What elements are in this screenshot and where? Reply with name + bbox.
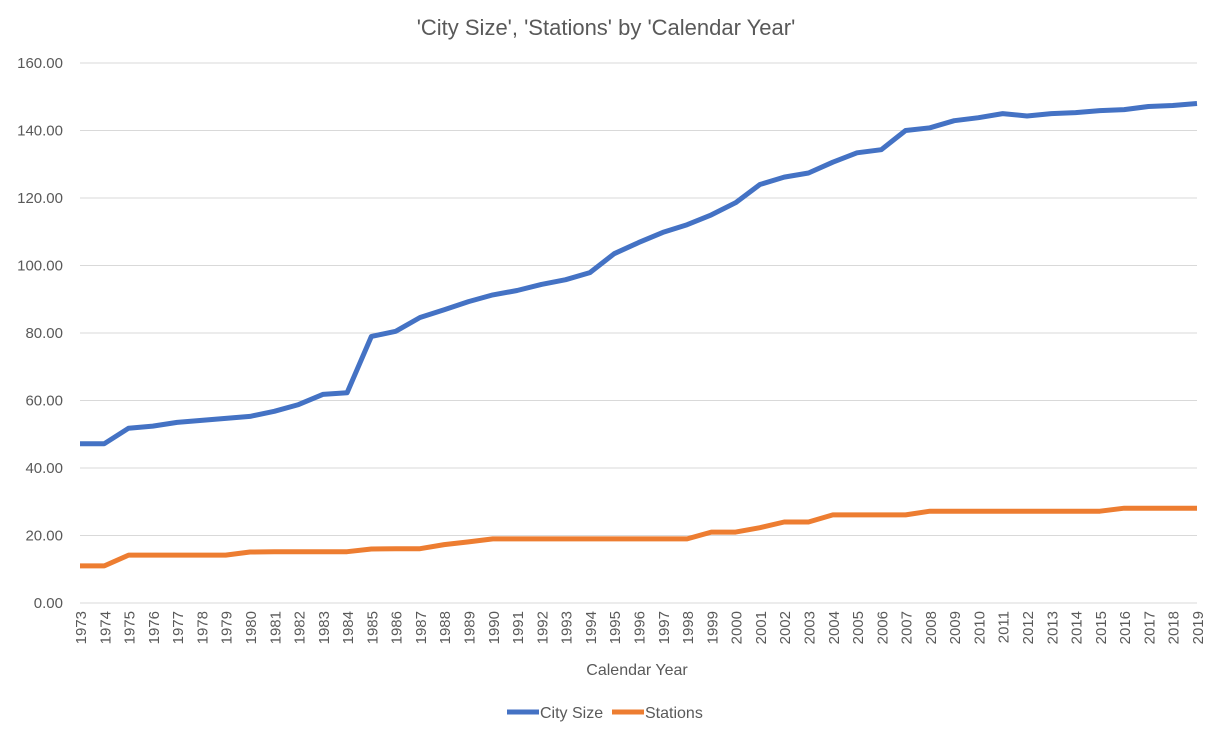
x-tick-label: 1987 [413, 611, 430, 644]
x-tick-label: 2008 [923, 611, 940, 644]
x-tick-label: 2003 [801, 611, 818, 644]
x-tick-label: 2011 [996, 611, 1013, 643]
gridlines [80, 62, 1197, 604]
x-tick-label: 2017 [1141, 611, 1158, 644]
x-tick-label: 2016 [1117, 611, 1134, 644]
x-tick-label: 1991 [510, 611, 527, 644]
legend-label: Stations [645, 705, 703, 722]
x-tick-label: 2018 [1166, 611, 1183, 644]
legend-item: Stations [612, 705, 703, 722]
x-axis-ticks: 1973 1974 1975 1976 1977 1978 1979 1980 1981 1982… [73, 611, 1207, 644]
x-tick-label: 2005 [850, 611, 867, 644]
x-tick-label: 2002 [777, 611, 794, 644]
x-tick-label: 2004 [826, 611, 843, 644]
x-tick-label: 1974 [97, 611, 114, 644]
y-tick-label: 0.00 [34, 595, 63, 612]
legend-label: City Size [540, 705, 603, 722]
x-tick-label: 1997 [656, 611, 673, 644]
x-tick-label: 1975 [122, 611, 139, 644]
x-tick-label: 2013 [1044, 611, 1061, 644]
x-tick-label: 1973 [73, 611, 90, 644]
x-tick-label: 1982 [292, 611, 309, 644]
x-tick-label: 1998 [680, 611, 697, 644]
x-tick-label: 1990 [486, 611, 503, 644]
x-tick-label: 2015 [1093, 611, 1110, 644]
x-tick-label: 1980 [243, 611, 260, 644]
x-tick-label: 2009 [947, 611, 964, 644]
y-tick-label: 40.00 [25, 460, 63, 477]
x-tick-label: 2019 [1190, 611, 1207, 644]
x-axis-title: Calendar Year [586, 662, 688, 679]
y-tick-label: 140.00 [17, 123, 63, 140]
y-tick-label: 60.00 [25, 393, 63, 410]
x-tick-label: 1983 [316, 611, 333, 644]
x-tick-label: 1984 [340, 611, 357, 644]
y-tick-label: 100.00 [17, 258, 63, 275]
y-tick-label: 160.00 [17, 55, 63, 72]
x-tick-label: 1993 [559, 611, 576, 644]
y-tick-label: 120.00 [17, 190, 63, 207]
y-tick-label: 80.00 [25, 325, 63, 342]
x-tick-label: 1978 [194, 611, 211, 644]
x-tick-label: 1994 [583, 611, 600, 644]
x-tick-label: 1996 [632, 611, 649, 644]
x-tick-label: 1979 [219, 611, 236, 644]
x-tick-label: 1992 [534, 611, 551, 644]
x-tick-label: 1985 [364, 611, 381, 644]
x-tick-label: 1989 [462, 611, 479, 644]
x-tick-label: 2007 [899, 611, 916, 644]
x-tick-label: 2001 [753, 611, 770, 644]
legend: City Size Stations [507, 705, 703, 722]
y-axis-ticks: 0.00 20.00 40.00 60.00 80.00 100.00 120.00 140.… [17, 55, 63, 612]
x-tick-label: 1988 [437, 611, 454, 644]
x-tick-label: 2010 [971, 611, 988, 644]
x-tick-label: 2000 [729, 611, 746, 644]
chart-title: 'City Size', 'Stations' by 'Calendar Yea… [417, 15, 796, 40]
x-tick-label: 2012 [1020, 611, 1037, 644]
x-tick-label: 1976 [146, 611, 163, 644]
series-line-city-size [80, 101, 1198, 447]
series-line-stations [80, 505, 1197, 569]
y-tick-label: 20.00 [25, 528, 63, 545]
x-tick-label: 1999 [704, 611, 721, 644]
legend-item: City Size [507, 705, 603, 722]
x-tick-label: 1981 [267, 611, 284, 644]
x-tick-label: 2014 [1069, 611, 1086, 644]
x-tick-label: 1986 [389, 611, 406, 644]
x-tick-label: 1995 [607, 611, 624, 644]
x-tick-label: 2006 [874, 611, 891, 644]
series-lines [80, 101, 1198, 569]
x-tick-label: 1977 [170, 611, 187, 644]
